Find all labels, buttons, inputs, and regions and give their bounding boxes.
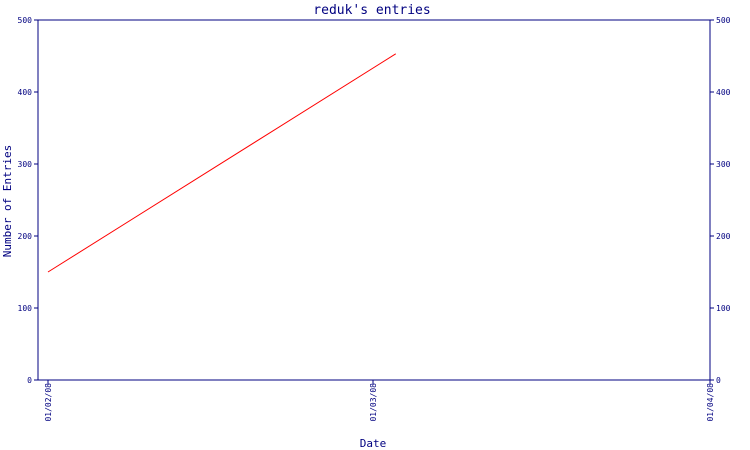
y-tick-label-left: 300 (18, 160, 33, 169)
y-tick-label-right: 500 (716, 16, 731, 25)
x-axis-label: Date (360, 437, 387, 450)
plot-area-border (37, 19, 711, 381)
y-axis-label: Number of Entries (1, 145, 14, 258)
y-tick-label-right: 400 (716, 88, 731, 97)
y-tick-label-left: 0 (27, 376, 32, 385)
y-tick-label-right: 0 (716, 376, 721, 385)
y-tick-label-right: 200 (716, 232, 731, 241)
y-tick-label-left: 500 (18, 16, 33, 25)
y-tick-label-right: 100 (716, 304, 731, 313)
chart-title: reduk's entries (313, 3, 430, 18)
y-tick-label-left: 400 (18, 88, 33, 97)
y-tick-label-left: 200 (18, 232, 33, 241)
x-tick-label: 01/02/08 (44, 383, 53, 422)
y-axis-right: 0 100 200 300 400 500 (710, 16, 731, 385)
series-line (47, 53, 397, 273)
x-tick-label: 01/04/08 (706, 383, 715, 422)
x-axis: 01/02/08 01/03/08 01/04/08 (44, 380, 715, 422)
y-tick-label-left: 100 (18, 304, 33, 313)
series-group (47, 53, 397, 273)
x-tick-label: 01/03/08 (369, 383, 378, 422)
y-axis-left: 0 100 200 300 400 500 (18, 16, 38, 385)
y-tick-label-right: 300 (716, 160, 731, 169)
plot-frame (37, 19, 711, 381)
